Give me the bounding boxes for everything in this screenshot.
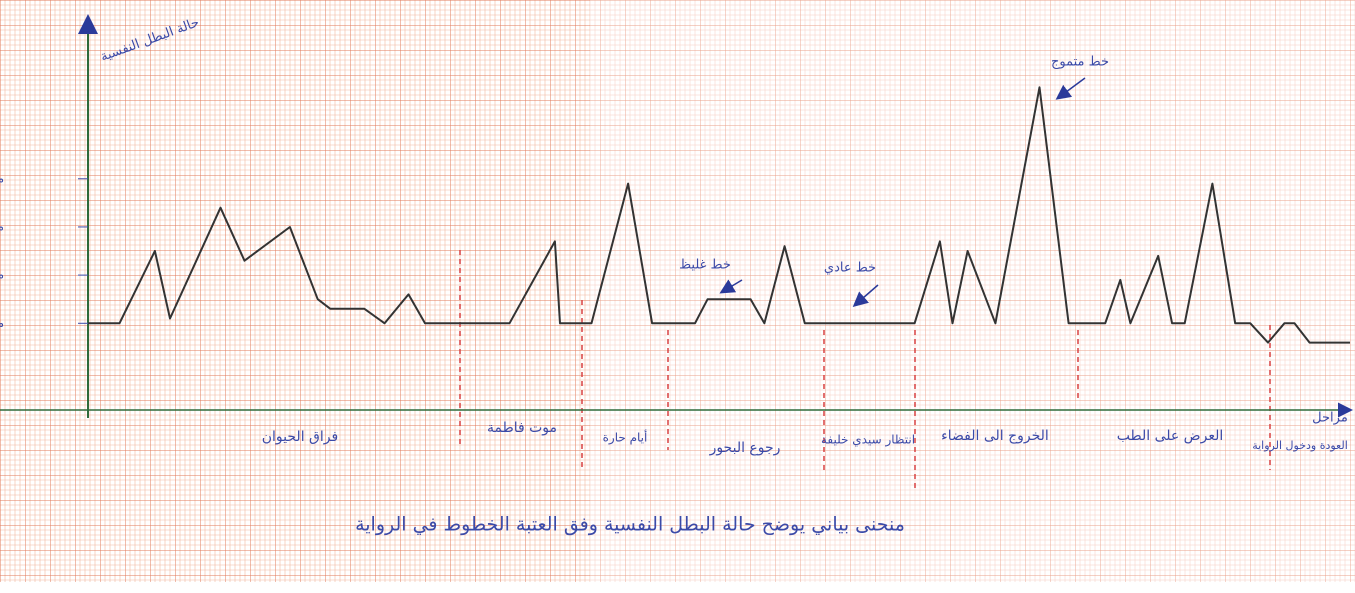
annotation: خط متموج: [1051, 55, 1109, 70]
annotation: خط غليظ: [679, 258, 731, 273]
y-tick-label: مضطرب قليلا: [0, 268, 4, 283]
phase-label: أيام حارة: [603, 430, 648, 446]
phase-label: رجوع البحور: [709, 440, 781, 456]
y-tick-label: مستقر: [0, 316, 4, 331]
phase-label: العرض على الطب: [1117, 428, 1224, 444]
chart: حالة البطل النفسية مراحل فراق الحيوان مو…: [0, 0, 1355, 593]
phase-label: موت فاطمة: [487, 420, 557, 436]
phase-label: فراق الحيوان: [262, 429, 338, 445]
phase-label: العودة ودخول الرواية: [1252, 439, 1348, 452]
y-tick-label: مضطرب أكثر: [0, 170, 4, 186]
y-tick-label: مضطرب: [0, 219, 4, 234]
x-axis-title: مراحل: [1312, 411, 1348, 426]
graph-paper-right: [590, 0, 1355, 582]
annotation: خط عادي: [824, 261, 876, 276]
phase-label: انتظار سيدي خليفة: [821, 433, 915, 448]
chart-title: منحنى بياني يوضح حالة البطل النفسية وفق …: [355, 514, 905, 536]
phase-label: الخروج الى الفضاء: [941, 428, 1049, 444]
